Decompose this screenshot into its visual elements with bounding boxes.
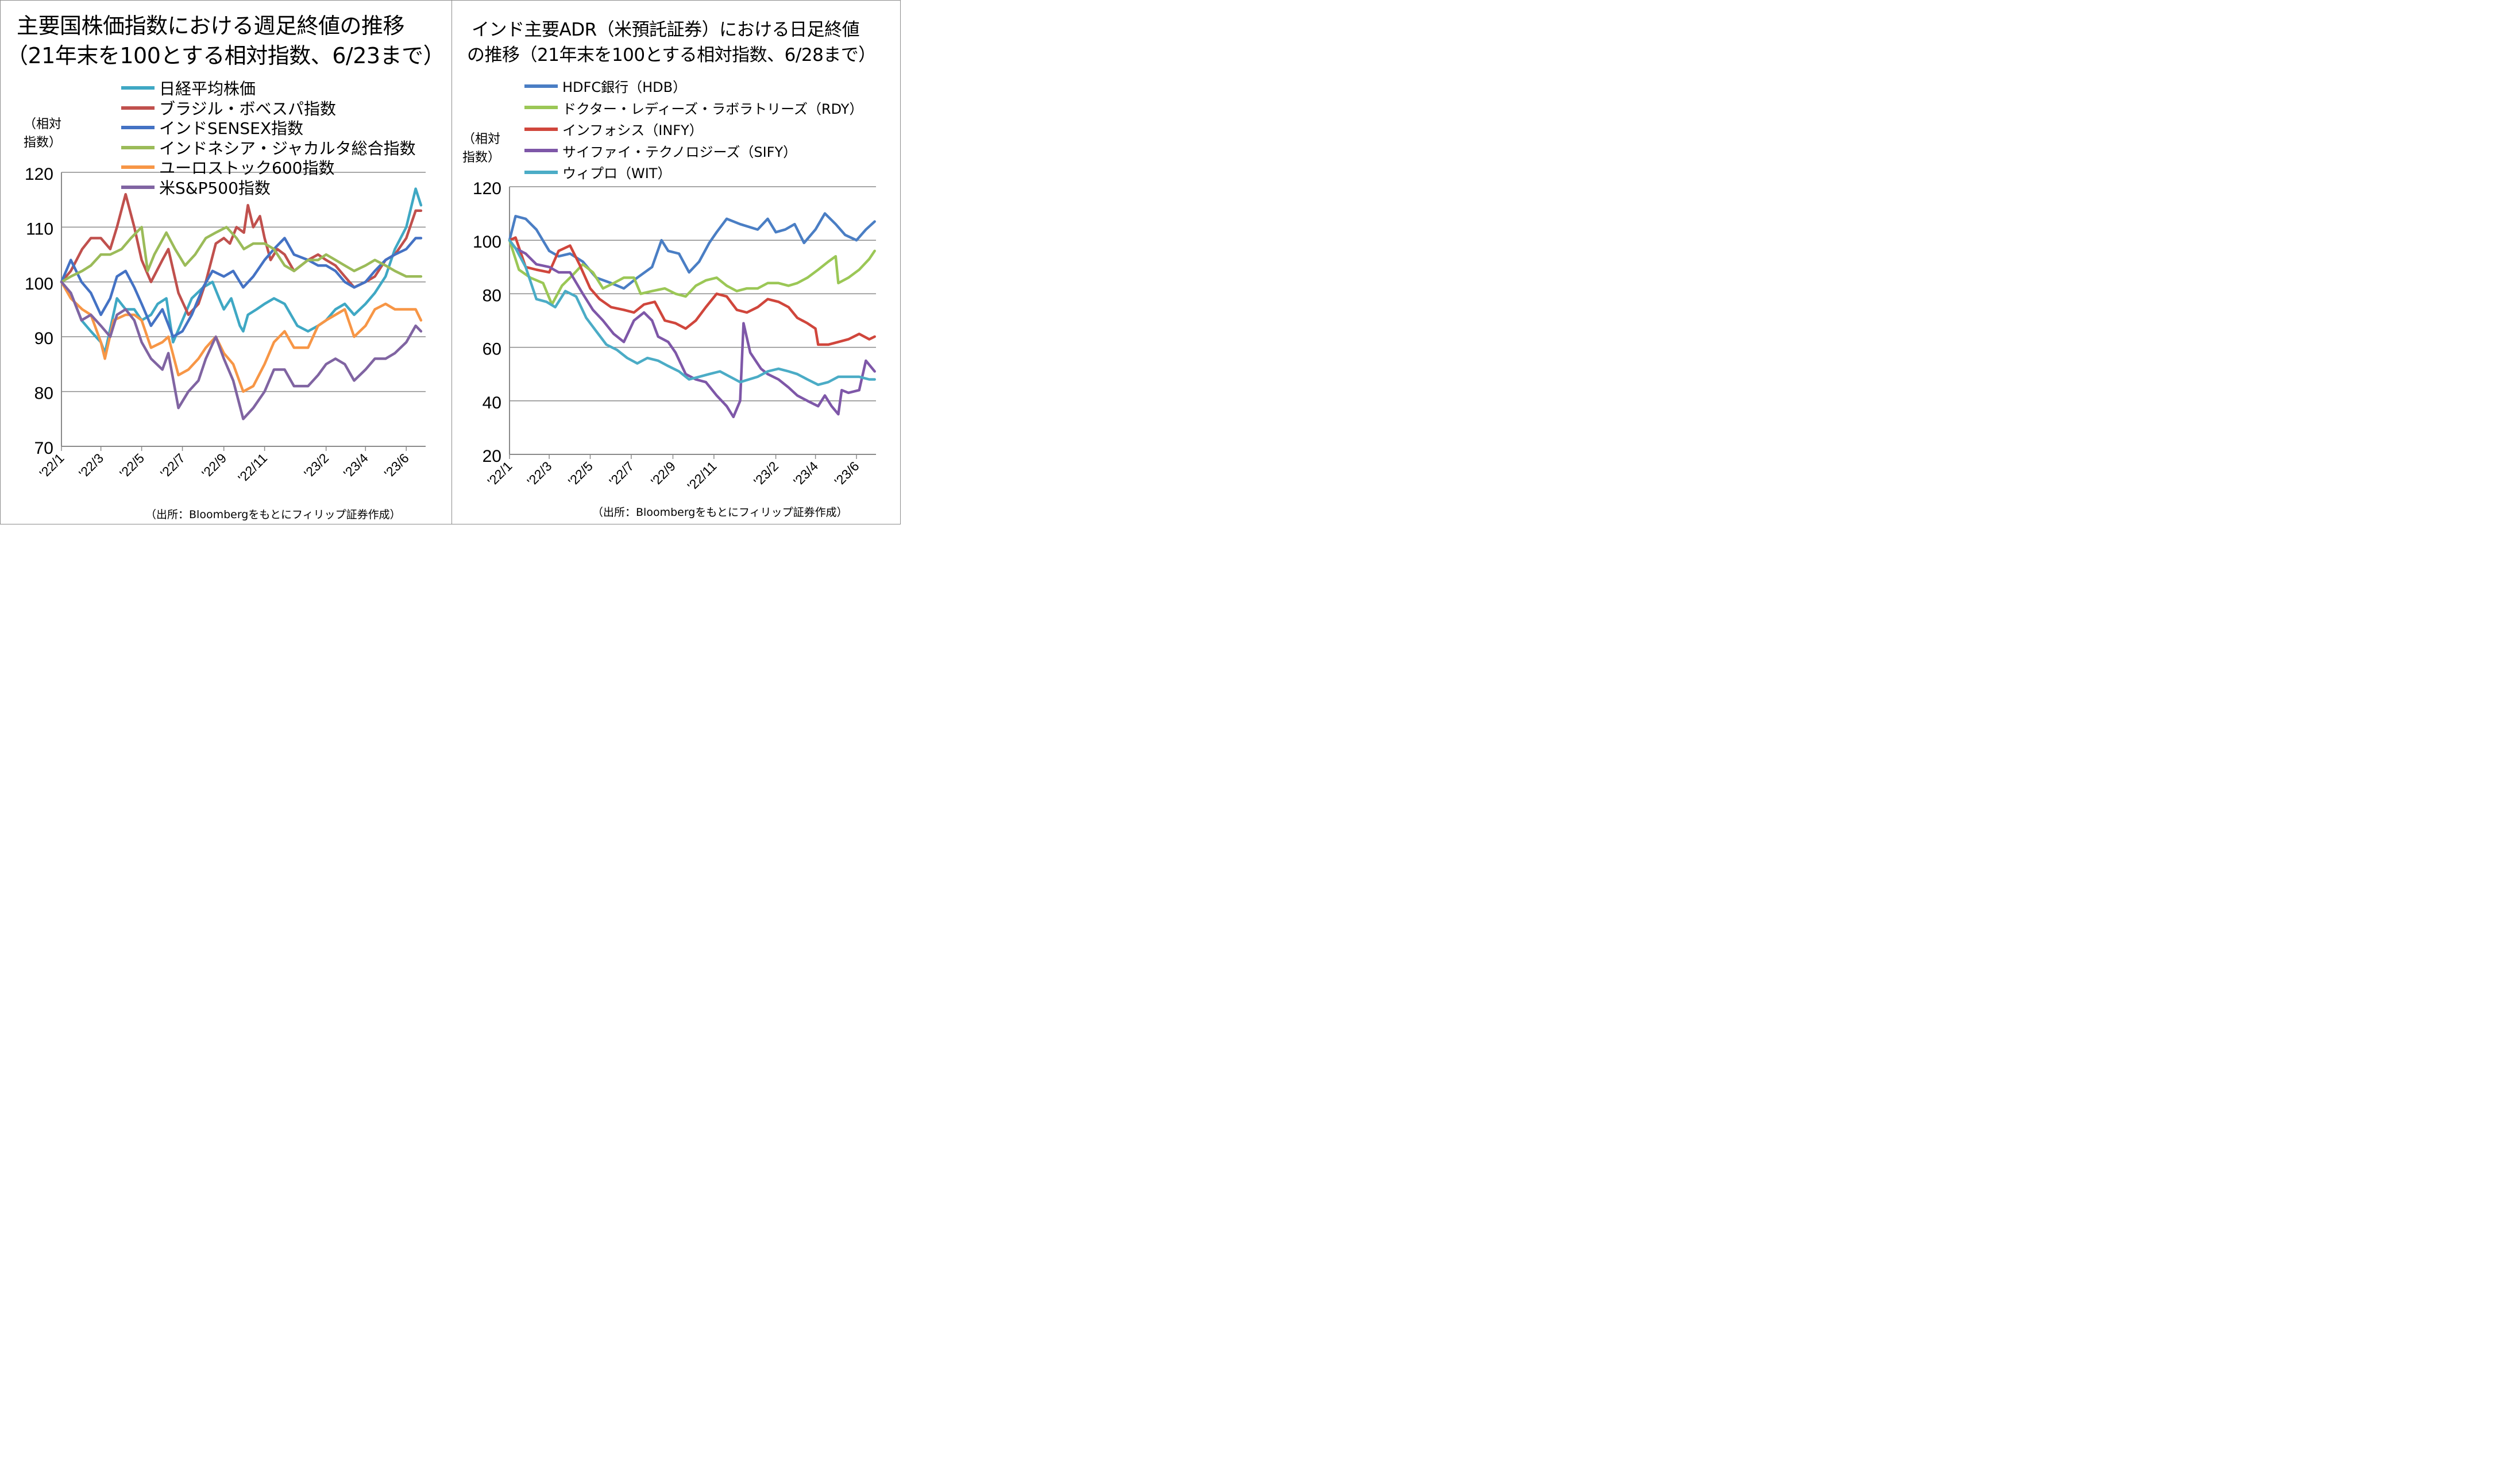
y-axis-unit-label: （相対 指数） — [24, 117, 62, 150]
legend-item: 日経平均株価 — [121, 76, 256, 99]
legend-label: ユーロストック600指数 — [159, 159, 335, 178]
series-line-2 — [508, 238, 876, 306]
chart-subtitle: の推移（21年末を100とする相対指数、6/28まで） — [467, 45, 876, 65]
legend-swatch — [121, 165, 155, 169]
legend-item: ユーロストック600指数 — [121, 156, 334, 179]
legend-swatch — [121, 86, 155, 90]
legend-swatch — [524, 127, 558, 131]
x-tick-label: '22/11 — [684, 458, 719, 493]
legend-item: サイファイ・テクノロジーズ（SIFY） — [524, 141, 797, 161]
legend-item: インドネシア・ジャカルタ総合指数 — [121, 136, 416, 159]
y-tick-label: 80 — [483, 286, 501, 305]
series-line-4 — [508, 238, 876, 419]
legend-swatch — [121, 106, 155, 110]
y-tick-label: 70 — [34, 439, 53, 458]
series-line-5 — [508, 238, 876, 387]
y-tick-label: 40 — [483, 393, 501, 412]
legend-label: ブラジル・ボベスパ指数 — [159, 99, 337, 118]
chart-subtitle: （21年末を100とする相対指数、6/23まで） — [6, 43, 445, 68]
series-line-5 — [60, 280, 423, 393]
line-chart-global-indices: 708090100110120'22/1'22/3'22/5'22/7'22/9… — [25, 165, 426, 485]
legend-swatch — [121, 185, 155, 189]
x-tick-label: '23/4 — [341, 450, 371, 481]
series-line-6 — [60, 280, 423, 420]
y-tick-label: 100 — [25, 275, 53, 294]
y-axis-unit-label: （相対 指数） — [462, 132, 501, 165]
legend-label: インドSENSEX指数 — [159, 119, 304, 138]
series-line-1 — [60, 187, 423, 355]
legend-swatch — [524, 106, 558, 109]
legend-item: インドSENSEX指数 — [121, 116, 303, 139]
x-tick-label: '22/3 — [76, 450, 106, 481]
chart-panel-india-adr: インド主要ADR（米預託証券）における日足終値 の推移（21年末を100とする相… — [451, 0, 901, 524]
legend-item: ブラジル・ボベスパ指数 — [121, 97, 336, 119]
legend-item: 米S&P500指数 — [121, 176, 271, 199]
x-tick-label: '23/6 — [831, 458, 862, 489]
legend-label: インドネシア・ジャカルタ総合指数 — [159, 138, 416, 158]
x-tick-label: '23/2 — [751, 458, 781, 489]
x-tick-label: '22/7 — [606, 458, 636, 489]
legend-label: インフォシス（INFY） — [562, 122, 703, 138]
series-line-1 — [508, 212, 876, 290]
x-tick-label: '22/5 — [565, 458, 596, 489]
legend-label: 米S&P500指数 — [159, 178, 271, 198]
legend-swatch — [121, 145, 155, 149]
x-tick-label: '23/4 — [790, 458, 821, 489]
legend-swatch — [524, 84, 558, 88]
chart-panel-global-indices: 主要国株価指数における週足終値の推移 （21年末を100とする相対指数、6/23… — [0, 0, 452, 524]
legend-item: HDFC銀行（HDB） — [524, 76, 686, 96]
x-tick-label: '22/5 — [117, 450, 147, 481]
y-tick-label: 120 — [25, 165, 53, 184]
legend-swatch — [524, 149, 558, 152]
chart-title: インド主要ADR（米預託証券）における日足終値 — [472, 20, 860, 40]
legend-label: ドクター・レディーズ・ラボラトリーズ（RDY） — [562, 101, 863, 117]
legend-swatch — [524, 170, 558, 174]
legend-label: 日経平均株価 — [159, 79, 256, 98]
x-tick-label: '22/9 — [199, 450, 229, 481]
series-line-2 — [60, 192, 423, 317]
legend-item: インフォシス（INFY） — [524, 119, 703, 139]
y-tick-label: 20 — [483, 447, 501, 466]
legend-label: サイファイ・テクノロジーズ（SIFY） — [562, 144, 797, 160]
y-tick-label: 120 — [473, 179, 501, 198]
chart-title: 主要国株価指数における週足終値の推移 — [17, 13, 405, 38]
y-tick-label: 110 — [26, 219, 53, 238]
x-tick-label: '22/9 — [648, 458, 678, 489]
x-tick-label: '23/6 — [381, 450, 412, 481]
y-tick-label: 100 — [473, 233, 501, 252]
legend-item: ウィプロ（WIT） — [524, 162, 671, 182]
y-tick-label: 90 — [34, 329, 53, 348]
legend-label: ウィプロ（WIT） — [562, 165, 672, 182]
source-note: （出所：Bloombergをもとにフィリップ証券作成） — [145, 508, 401, 521]
source-note: （出所：Bloombergをもとにフィリップ証券作成） — [592, 506, 848, 519]
x-tick-label: '22/11 — [235, 450, 270, 485]
series-line-3 — [508, 236, 876, 346]
series-line-3 — [60, 237, 423, 338]
series-line-4 — [60, 226, 423, 284]
x-tick-label: '22/7 — [157, 450, 188, 481]
legend-label: HDFC銀行（HDB） — [562, 79, 687, 95]
legend-item: ドクター・レディーズ・ラボラトリーズ（RDY） — [524, 98, 863, 118]
x-tick-label: '23/2 — [301, 450, 331, 481]
y-tick-label: 60 — [483, 340, 501, 359]
x-tick-label: '22/3 — [524, 458, 554, 489]
legend-swatch — [121, 126, 155, 129]
y-tick-label: 80 — [34, 384, 53, 403]
